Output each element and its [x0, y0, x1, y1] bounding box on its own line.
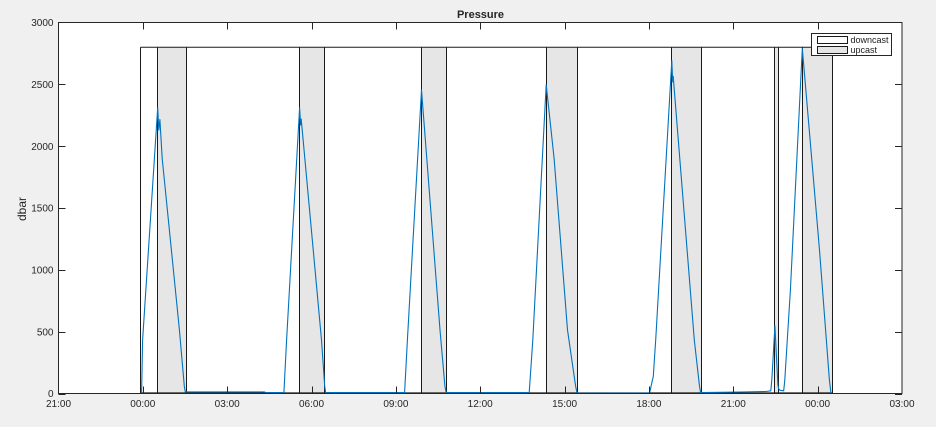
svg-text:dbar: dbar — [15, 197, 29, 221]
svg-text:15:00: 15:00 — [552, 399, 577, 410]
svg-text:0: 0 — [48, 389, 54, 400]
svg-text:downcast: downcast — [851, 35, 890, 45]
svg-text:3000: 3000 — [31, 18, 54, 29]
svg-text:500: 500 — [37, 327, 54, 338]
svg-text:03:00: 03:00 — [215, 399, 240, 410]
svg-text:03:00: 03:00 — [889, 399, 914, 410]
svg-text:18:00: 18:00 — [636, 399, 661, 410]
svg-text:upcast: upcast — [851, 45, 878, 55]
svg-text:06:00: 06:00 — [299, 399, 324, 410]
svg-text:1500: 1500 — [31, 204, 54, 215]
svg-text:21:00: 21:00 — [46, 399, 71, 410]
svg-text:2000: 2000 — [31, 142, 54, 153]
svg-text:12:00: 12:00 — [468, 399, 493, 410]
svg-text:21:00: 21:00 — [721, 399, 746, 410]
svg-text:1000: 1000 — [31, 265, 54, 276]
svg-text:00:00: 00:00 — [130, 399, 155, 410]
svg-text:00:00: 00:00 — [805, 399, 830, 410]
svg-text:2500: 2500 — [31, 80, 54, 91]
svg-text:09:00: 09:00 — [383, 399, 408, 410]
svg-text:Pressure: Pressure — [457, 9, 504, 21]
